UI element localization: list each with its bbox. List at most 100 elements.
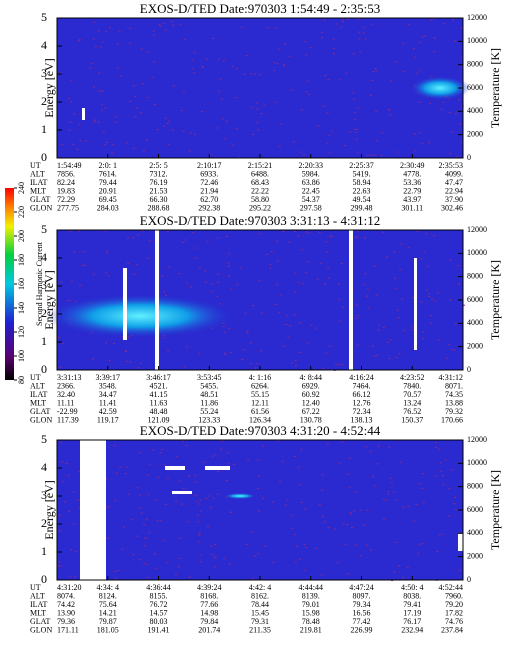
speckle: [341, 364, 344, 366]
speckle: [154, 567, 157, 569]
speckle: [407, 505, 410, 507]
speckle: [408, 24, 411, 26]
speckle: [132, 237, 135, 239]
speckle: [337, 364, 340, 366]
speckle: [198, 503, 201, 505]
speckle: [198, 531, 201, 533]
speckle: [245, 543, 248, 545]
table-cell: 8162.: [251, 591, 269, 600]
speckle: [388, 109, 391, 111]
speckle: [297, 235, 300, 237]
speckle: [456, 155, 459, 157]
table-cell: 19.83: [57, 186, 75, 195]
speckle: [130, 518, 133, 520]
speckle: [92, 38, 95, 40]
table-cell: 302.46: [441, 203, 463, 212]
y2-tick-label: 8000: [467, 271, 483, 280]
speckle: [78, 470, 81, 472]
table-cell: 62.70: [200, 195, 218, 204]
speckle: [402, 70, 405, 72]
speckle: [256, 102, 259, 104]
table-cell: 79.31: [251, 617, 269, 626]
speckle: [382, 519, 385, 521]
speckle: [282, 65, 285, 67]
speckle: [421, 487, 424, 489]
speckle: [147, 494, 150, 496]
speckle: [125, 360, 128, 362]
speckle: [276, 63, 279, 65]
speckle: [440, 470, 443, 472]
y2-tick-label: 2000: [467, 129, 483, 138]
speckle: [341, 20, 344, 22]
speckle: [260, 113, 263, 115]
table-cell: 17.19: [403, 608, 421, 617]
speckle: [167, 350, 170, 352]
speckle: [369, 94, 372, 96]
speckle: [358, 38, 361, 40]
speckle: [213, 566, 216, 568]
speckle: [278, 146, 281, 148]
speckle: [145, 563, 148, 565]
speckle: [309, 46, 312, 48]
speckle: [382, 231, 385, 233]
table-cell: 79.44: [99, 178, 117, 187]
speckle: [307, 261, 310, 263]
speckle: [139, 452, 142, 454]
table-cell: 13.88: [445, 398, 463, 407]
speckle: [242, 348, 245, 350]
speckle: [227, 452, 230, 454]
speckle: [97, 89, 100, 91]
speckle: [59, 565, 62, 567]
speckle: [148, 240, 151, 242]
speckle: [179, 537, 182, 539]
speckle: [136, 535, 139, 537]
speckle: [289, 325, 292, 327]
speckle: [162, 22, 165, 24]
table-cell: 4:50: 4: [401, 583, 423, 592]
y2-tick-label: 2000: [467, 551, 483, 560]
row-label: ALT: [30, 381, 45, 390]
speckle: [394, 287, 397, 289]
speckle: [59, 441, 62, 443]
speckle: [127, 263, 130, 265]
speckle: [327, 527, 330, 529]
speckle: [426, 289, 429, 291]
speckle: [181, 440, 184, 442]
table-cell: 15.98: [302, 608, 320, 617]
speckle: [299, 484, 302, 486]
speckle: [235, 128, 238, 130]
table-cell: 74.42: [57, 600, 75, 609]
speckle: [112, 342, 115, 344]
spectrogram-field: [57, 18, 463, 158]
speckle: [157, 476, 160, 478]
speckle: [417, 552, 420, 554]
y2-tick-label: 10000: [467, 36, 487, 45]
table-cell: 17.82: [445, 608, 463, 617]
speckle: [76, 148, 79, 150]
speckle: [271, 501, 274, 503]
speckle: [256, 459, 259, 461]
speckle: [355, 138, 358, 140]
speckle: [153, 34, 156, 36]
speckle: [450, 349, 453, 351]
speckle: [376, 140, 379, 142]
speckle: [412, 48, 415, 50]
speckle: [322, 368, 325, 370]
speckle: [77, 499, 80, 501]
speckle: [354, 129, 357, 131]
table-cell: 4:47:24: [349, 583, 373, 592]
speckle: [414, 150, 417, 152]
speckle: [175, 455, 178, 457]
speckle: [348, 457, 351, 459]
speckle: [400, 243, 403, 245]
table-cell: 4:44:44: [299, 583, 323, 592]
speckle: [287, 336, 290, 338]
speckle: [223, 557, 226, 559]
table-cell: 13.24: [403, 398, 421, 407]
speckle: [246, 330, 249, 332]
speckle: [239, 267, 242, 269]
table-cell: 75.64: [99, 600, 117, 609]
speckle: [274, 27, 277, 29]
speckle: [232, 144, 235, 146]
speckle: [352, 92, 355, 94]
